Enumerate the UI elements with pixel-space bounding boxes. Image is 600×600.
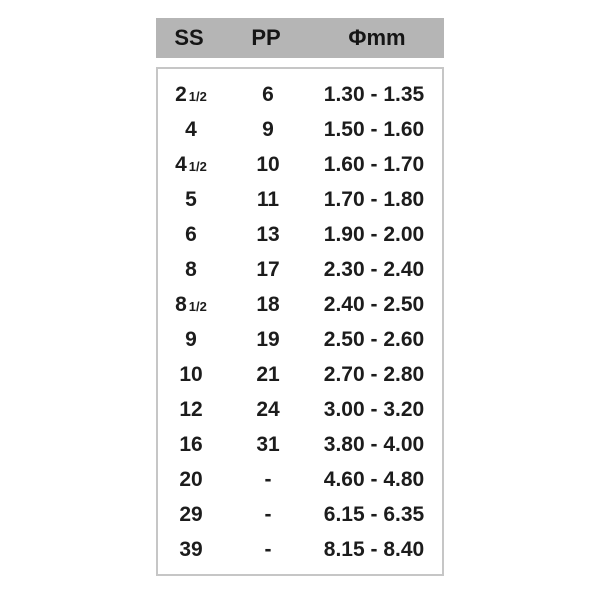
ss-cell: 8 — [158, 258, 224, 282]
ss-cell: 20 — [158, 468, 224, 492]
ss-cell: 12 — [158, 398, 224, 422]
pp-cell: - — [264, 467, 272, 491]
ss-value: 10 — [179, 362, 203, 386]
table-row: 8 1/2 18 2.40 - 2.50 — [158, 287, 442, 322]
pp-cell: - — [264, 537, 272, 561]
table-row: 4 1/2 10 1.60 - 1.70 — [158, 147, 442, 182]
ss-cell: 6 — [158, 223, 224, 247]
mm-cell: 2.50 - 2.60 — [323, 327, 425, 351]
table-row: 12 24 3.00 - 3.20 — [158, 392, 442, 427]
pp-cell: 6 — [262, 82, 274, 106]
column-header-mm: Φmm — [348, 25, 406, 50]
mm-cell: 2.30 - 2.40 — [323, 257, 425, 281]
ss-cell: 9 — [158, 328, 224, 352]
table-header: SS PP Φmm — [156, 18, 444, 58]
pp-cell: 10 — [256, 152, 280, 176]
ss-value: 4 — [175, 152, 187, 176]
pp-cell: - — [264, 502, 272, 526]
mm-cell: 2.70 - 2.80 — [323, 362, 425, 386]
mm-cell: 3.80 - 4.00 — [323, 432, 425, 456]
pp-cell: 21 — [256, 362, 280, 386]
ss-value: 16 — [179, 432, 203, 456]
ss-cell: 16 — [158, 433, 224, 457]
ss-cell: 10 — [158, 363, 224, 387]
mm-cell: 6.15 - 6.35 — [323, 502, 425, 526]
table-row: 2 1/2 6 1.30 - 1.35 — [158, 77, 442, 112]
ss-value: 29 — [179, 502, 203, 526]
pp-cell: 17 — [256, 257, 280, 281]
table-row: 29 - 6.15 - 6.35 — [158, 497, 442, 532]
pp-cell: 9 — [262, 117, 274, 141]
table-row: 5 11 1.70 - 1.80 — [158, 182, 442, 217]
table-row: 9 19 2.50 - 2.60 — [158, 322, 442, 357]
ss-value: 39 — [179, 537, 203, 561]
ss-cell: 4 — [158, 118, 224, 142]
mm-cell: 4.60 - 4.80 — [323, 467, 425, 491]
ss-cell: 2 1/2 — [158, 83, 224, 107]
ss-fraction: 1/2 — [188, 298, 207, 314]
table-row: 6 13 1.90 - 2.00 — [158, 217, 442, 252]
mm-cell: 1.60 - 1.70 — [323, 152, 425, 176]
ss-value: 2 — [175, 82, 187, 106]
pp-cell: 13 — [256, 222, 280, 246]
table-row: 10 21 2.70 - 2.80 — [158, 357, 442, 392]
table-row: 20 - 4.60 - 4.80 — [158, 462, 442, 497]
ss-cell: 39 — [158, 538, 224, 562]
ss-cell: 5 — [158, 188, 224, 212]
ss-value: 4 — [185, 117, 197, 141]
ss-fraction: 1/2 — [188, 158, 207, 174]
mm-cell: 1.30 - 1.35 — [323, 82, 425, 106]
ss-cell: 29 — [158, 503, 224, 527]
column-header-ss: SS — [174, 25, 204, 50]
ss-value: 8 — [175, 292, 187, 316]
table-row: 16 31 3.80 - 4.00 — [158, 427, 442, 462]
ss-cell: 4 1/2 — [158, 153, 224, 177]
ss-value: 12 — [179, 397, 203, 421]
column-header-pp: PP — [251, 25, 281, 50]
table-row: 4 9 1.50 - 1.60 — [158, 112, 442, 147]
ss-value: 5 — [185, 187, 197, 211]
ss-value: 9 — [185, 327, 197, 351]
table-row: 39 - 8.15 - 8.40 — [158, 532, 442, 567]
ss-value: 6 — [185, 222, 197, 246]
ss-value: 8 — [185, 257, 197, 281]
pp-cell: 19 — [256, 327, 280, 351]
pp-cell: 11 — [256, 187, 280, 211]
pp-cell: 24 — [256, 397, 280, 421]
table-body: 2 1/2 6 1.30 - 1.35 4 9 1.50 - 1.60 4 1/2 … — [156, 67, 444, 576]
mm-cell: 3.00 - 3.20 — [323, 397, 425, 421]
pp-cell: 31 — [256, 432, 280, 456]
mm-cell: 8.15 - 8.40 — [323, 537, 425, 561]
mm-cell: 1.90 - 2.00 — [323, 222, 425, 246]
pp-cell: 18 — [256, 292, 280, 316]
table-row: 8 17 2.30 - 2.40 — [158, 252, 442, 287]
mm-cell: 2.40 - 2.50 — [323, 292, 425, 316]
ss-value: 20 — [179, 467, 203, 491]
ss-cell: 8 1/2 — [158, 293, 224, 317]
mm-cell: 1.70 - 1.80 — [323, 187, 425, 211]
mm-cell: 1.50 - 1.60 — [323, 117, 425, 141]
ss-fraction: 1/2 — [188, 88, 207, 104]
